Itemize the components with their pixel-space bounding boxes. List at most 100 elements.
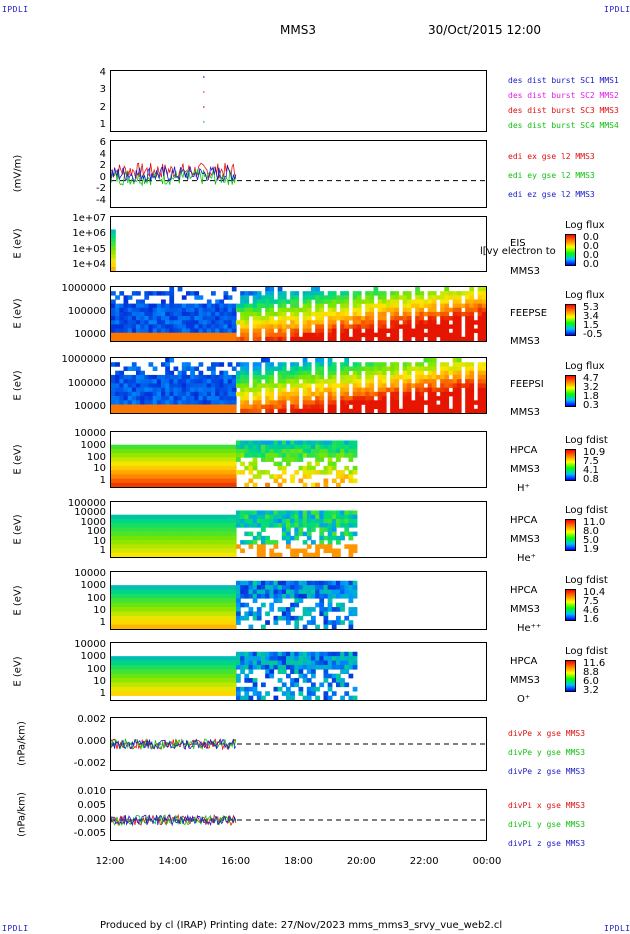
panel-hpca-he2-cell xyxy=(190,611,195,617)
panel-feepse-cell xyxy=(331,307,337,313)
panel-feepsi-cell xyxy=(369,366,375,371)
panel-hpca-he-cell xyxy=(290,523,295,528)
panel-hpca-he2-cell xyxy=(111,607,116,612)
panel-feepsi-cell xyxy=(477,370,483,376)
panel-hpca-he2-cell xyxy=(327,585,333,590)
panel-hpca-h-cell xyxy=(281,440,287,445)
panel-hpca-he-cell xyxy=(348,552,354,557)
panel-feepsi-cell xyxy=(206,396,212,401)
panel-feepsi-cell xyxy=(327,379,333,384)
panel-hpca-he-cell xyxy=(327,544,333,549)
panel-feepse-cell xyxy=(190,336,195,341)
panel-feepse-cell xyxy=(381,295,387,300)
panel-hpca-o-cell xyxy=(323,673,329,679)
panel-hpca-he-cell xyxy=(161,535,166,541)
panel-feepse-cell xyxy=(156,336,162,341)
panel-hpca-o-cell xyxy=(340,682,345,688)
panel-hpca-he2-cell xyxy=(261,602,266,608)
panel-hpca-o-cell xyxy=(344,682,350,688)
panel-hpca-o-cell xyxy=(315,656,320,661)
panel-hpca-o-cell xyxy=(244,695,250,700)
panel-feepse-cell xyxy=(115,332,120,338)
panel-hpca-he2-cell xyxy=(219,589,225,595)
panel-hpca-h-cell xyxy=(315,440,320,445)
panel-hpca-he2-cell xyxy=(269,585,275,590)
panel-feepse-cell xyxy=(169,291,175,296)
panel-hpca-he2-cell xyxy=(123,585,129,590)
panel-feepsi-cell xyxy=(286,379,291,384)
panel-hpca-he-cell xyxy=(190,523,195,528)
panel-hpca-o-cell xyxy=(311,682,316,688)
panel-hpca-o-cell xyxy=(306,656,312,661)
panel-feepse-cell xyxy=(440,299,445,304)
panel-hpca-h-cell xyxy=(194,482,200,487)
panel-hpca-o-cell xyxy=(286,664,291,670)
panel-feepsi-cell xyxy=(381,383,387,388)
panel-hpca-he2-cell xyxy=(156,589,162,595)
panel-hpca-h-cell xyxy=(240,470,245,475)
panel-feepse-cell xyxy=(119,303,125,309)
panel-feepsi-cell xyxy=(240,374,245,380)
panel-feepse-cell xyxy=(173,332,179,338)
panel-hpca-h-cell xyxy=(127,465,133,471)
panel-feepsi-cell xyxy=(256,374,262,380)
panel-hpca-he2-cell xyxy=(140,615,145,621)
panel-hpca-he-cell xyxy=(244,514,250,520)
panel-hpca-he-cell xyxy=(215,514,220,520)
panel-hpca-h-cell xyxy=(202,474,208,479)
panel-hpca-he2-cell xyxy=(281,589,287,595)
panel-feepsi-cell xyxy=(390,379,395,384)
panel-hpca-h-cell xyxy=(223,478,229,484)
panel-hpca-h-cell xyxy=(181,448,187,454)
panel-feepse-cell xyxy=(244,311,250,317)
panel-hpca-h-cell xyxy=(223,482,229,487)
panel-hpca-h-cell xyxy=(290,457,295,462)
panel-hpca-o-cell xyxy=(236,695,241,700)
panel-hpca-he-cell xyxy=(344,523,350,528)
panel-feepse-cell xyxy=(277,336,283,341)
panel-hpca-he2-cell xyxy=(244,585,250,590)
panel-feepse-cell xyxy=(427,332,433,338)
panel-feepse-cell xyxy=(252,291,258,296)
panel-feepse-cell xyxy=(244,303,250,309)
panel-hpca-he2-cell xyxy=(169,624,175,629)
panel-feepsi-cell xyxy=(269,400,275,405)
panel-hpca-o-cell xyxy=(119,656,125,661)
panel-hpca-h-cell xyxy=(281,453,287,458)
panel-feepse-cell xyxy=(240,336,245,341)
panel-feepsi-colorbar-value: 0.3 xyxy=(583,400,599,411)
panel-feepsi-cell xyxy=(361,400,366,405)
panel-feepsi-cell xyxy=(390,370,395,376)
panel-hpca-o-cell xyxy=(252,651,258,657)
panel-feepsi-cell xyxy=(427,370,433,376)
panel-feepsi-cell xyxy=(111,404,116,410)
panel-feepse-cell xyxy=(240,295,245,300)
panel-feepse-cell xyxy=(319,307,325,313)
panel-feepse-cell xyxy=(186,320,191,325)
panel-hpca-o-cell xyxy=(119,686,125,692)
panel-hpca-o-cell xyxy=(148,686,154,692)
panel-hpca-he2-cell xyxy=(111,602,116,608)
panel-feepsi-cell xyxy=(469,391,475,397)
panel-feepsi-cell xyxy=(115,387,120,393)
panel-hpca-he-cell xyxy=(177,535,183,541)
panel-feepsi-cell xyxy=(344,391,350,397)
panel-hpca-o-cell xyxy=(136,678,141,683)
panel-hpca-h-cell xyxy=(111,444,116,450)
panel-hpca-o-cell xyxy=(306,691,312,696)
panel-hpca-he2-cell xyxy=(219,620,225,625)
panel-hpca-he-cell xyxy=(286,531,291,537)
panel-hpca-o-cell xyxy=(206,669,212,674)
panel-hpca-h-cell xyxy=(215,478,220,484)
panel-hpca-o-ytick: 1000 xyxy=(80,651,106,663)
panel-feepse-cell xyxy=(281,299,287,304)
panel-feepse-cell xyxy=(115,307,120,313)
panel-hpca-he-cell xyxy=(223,540,229,545)
panel-feepse-cell xyxy=(123,336,129,341)
panel-hpca-o-cell xyxy=(294,651,300,657)
panel-hpca-he-cell xyxy=(156,527,162,532)
panel-feepse-cell xyxy=(223,336,229,341)
panel-feepse-cell xyxy=(198,328,204,333)
panel-hpca-he-cell xyxy=(336,523,341,528)
panel-divpi xyxy=(110,789,487,841)
